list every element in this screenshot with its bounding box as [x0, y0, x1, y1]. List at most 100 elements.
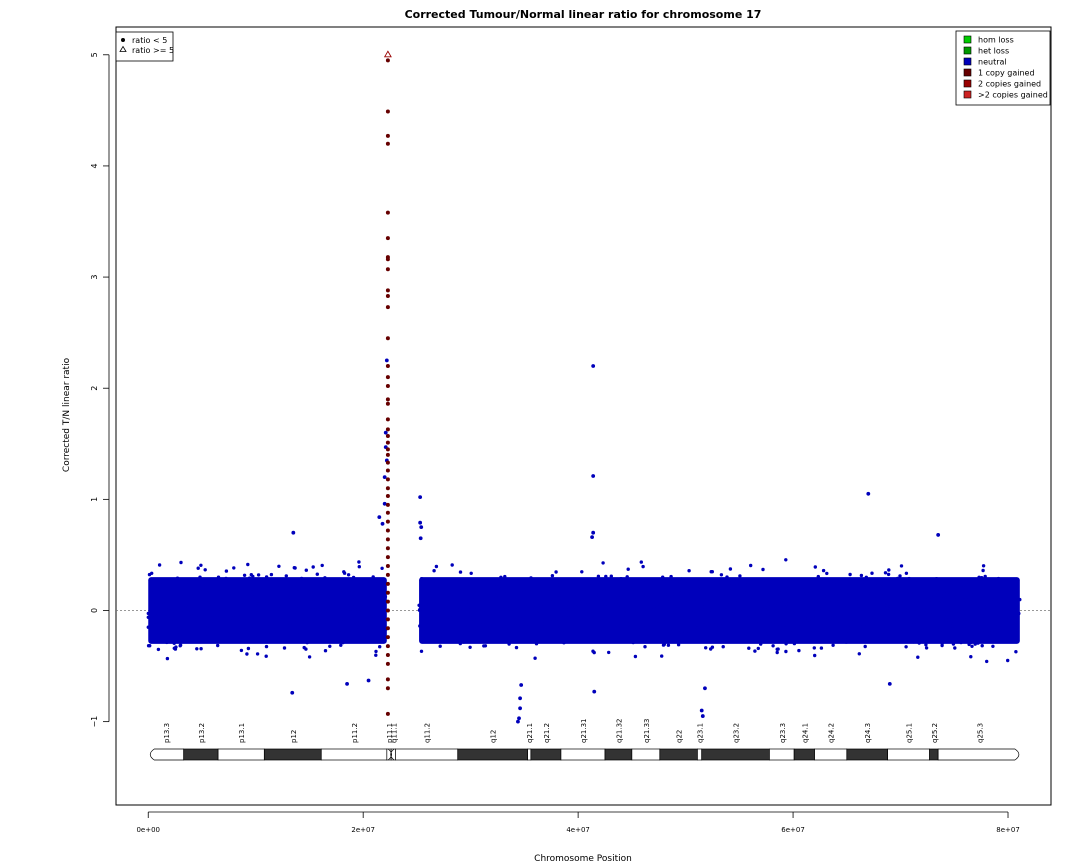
neutral-point [583, 596, 587, 601]
neutral-point [697, 607, 701, 611]
neutral-point [500, 584, 504, 589]
neutral-point [1010, 590, 1015, 594]
neutral-point [541, 629, 545, 633]
neutral-point [1014, 620, 1019, 624]
neutral-point [201, 600, 205, 604]
neutral-point [496, 588, 500, 592]
neutral-point [759, 604, 764, 609]
neutral-point [472, 608, 477, 612]
neutral-point [424, 606, 428, 611]
neutral-point [925, 598, 930, 602]
neutral-point [562, 641, 566, 645]
neutral-point [539, 604, 543, 609]
neutral-point [699, 589, 703, 594]
neutral-point [299, 613, 304, 617]
cn-legend-label: het loss [978, 47, 1009, 56]
neutral-point [367, 607, 372, 611]
neutral-point [291, 585, 296, 589]
ideogram-band-label: p11.2 [351, 723, 359, 743]
neutral-point [674, 580, 679, 584]
neutral-point [255, 607, 259, 612]
neutral-point [475, 619, 479, 624]
neutral-point [893, 595, 897, 599]
neutral-point [702, 598, 707, 602]
x-tick-label: 6e+07 [781, 826, 805, 834]
neutral-point [961, 614, 965, 618]
neutral-point [151, 602, 155, 606]
neutral-point [602, 612, 606, 616]
neutral-point [365, 582, 369, 586]
neutral-point [219, 607, 223, 611]
y-tick-label: 2 [90, 386, 99, 391]
neutral-outlier-point [703, 686, 707, 691]
neutral-point [467, 589, 471, 594]
neutral-point [757, 620, 761, 625]
neutral-point [311, 617, 316, 622]
neutral-point [620, 603, 625, 607]
neutral-point [871, 605, 876, 609]
neutral-point [724, 605, 728, 609]
neutral-point [873, 637, 877, 641]
neutral-point [766, 606, 770, 611]
neutral-point [936, 611, 940, 615]
neutral-point [583, 602, 587, 607]
gained-point [385, 555, 390, 560]
neutral-point [173, 610, 178, 614]
neutral-point [286, 597, 290, 601]
neutral-point [195, 611, 199, 615]
neutral-point [150, 624, 154, 628]
neutral-point [287, 588, 291, 592]
neutral-point [713, 633, 718, 637]
neutral-point [886, 572, 891, 577]
neutral-point [973, 602, 977, 606]
neutral-point [530, 639, 534, 643]
ideogram-band [395, 748, 459, 761]
neutral-point [883, 629, 887, 633]
neutral-point [556, 626, 561, 631]
neutral-point [981, 564, 986, 568]
y-tick-label: −1 [90, 716, 99, 728]
neutral-point [347, 606, 351, 610]
neutral-point [550, 597, 555, 602]
neutral-point [816, 574, 820, 579]
neutral-point [635, 638, 639, 643]
neutral-point [555, 632, 560, 636]
neutral-point [660, 596, 664, 600]
neutral-point [507, 642, 511, 646]
neutral-point [180, 586, 184, 590]
neutral-point [779, 598, 783, 603]
neutral-point [835, 632, 840, 637]
neutral-point [210, 627, 214, 631]
neutral-point [701, 626, 705, 631]
ideogram-band [701, 748, 770, 761]
neutral-point [701, 634, 705, 638]
neutral-point [250, 587, 254, 591]
neutral-point [777, 591, 782, 595]
cn-legend-swatch [963, 35, 972, 44]
gained-point [385, 477, 390, 482]
neutral-outlier-point [419, 525, 424, 530]
neutral-point [227, 584, 232, 589]
neutral-point [171, 609, 175, 613]
neutral-point [382, 609, 386, 613]
neutral-point [311, 615, 315, 619]
neutral-point [775, 600, 779, 604]
neutral-point [783, 635, 787, 639]
neutral-point [553, 608, 557, 612]
neutral-point [827, 601, 832, 605]
neutral-point [154, 602, 158, 606]
neutral-point [631, 640, 635, 645]
y-tick-label: 0 [90, 608, 99, 613]
neutral-point [278, 585, 282, 589]
neutral-point [475, 599, 479, 603]
neutral-point [936, 586, 940, 590]
neutral-point [1013, 630, 1017, 634]
neutral-point [630, 605, 635, 610]
neutral-point [290, 606, 294, 611]
neutral-point [621, 624, 625, 629]
neutral-point [452, 585, 456, 589]
neutral-point [792, 641, 797, 646]
neutral-point [261, 591, 265, 596]
neutral-point [346, 595, 350, 599]
